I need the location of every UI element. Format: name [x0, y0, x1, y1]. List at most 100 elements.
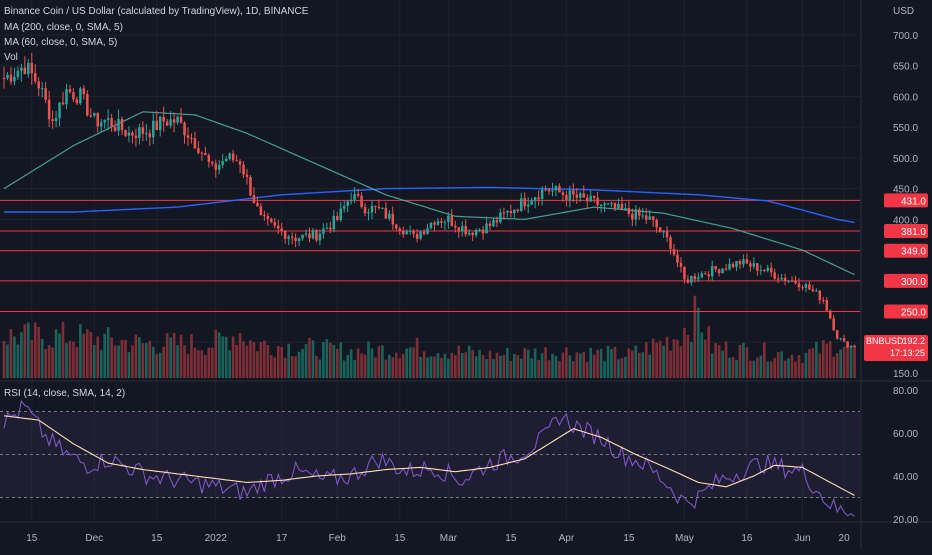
- candle-body: [349, 199, 353, 202]
- candle-body: [200, 152, 204, 154]
- candle-body: [638, 209, 641, 216]
- candle-body: [707, 274, 710, 277]
- candle-body: [377, 206, 381, 209]
- volume-bar: [329, 342, 332, 378]
- price-tick-label: 650.0: [893, 62, 918, 73]
- candle-body: [457, 227, 461, 232]
- volume-bar: [360, 353, 363, 378]
- volume-bar: [405, 348, 409, 378]
- ma60-legend[interactable]: MA (60, close, 0, SMA, 5): [4, 37, 118, 48]
- candle-body: [606, 203, 610, 205]
- candle-body: [311, 229, 315, 239]
- candle-body: [283, 231, 287, 239]
- candle-body: [415, 233, 419, 239]
- candle-body: [658, 227, 662, 233]
- volume-bar: [377, 346, 381, 378]
- candle-body: [58, 102, 61, 119]
- candle-body: [526, 204, 530, 207]
- symbol-title: Binance Coin / US Dollar (calculated by …: [4, 6, 309, 17]
- volume-bar: [363, 354, 367, 378]
- time-tick-label: 15: [505, 533, 517, 544]
- volume-bar: [565, 347, 568, 378]
- volume-bar: [408, 347, 412, 378]
- candle-body: [690, 276, 693, 283]
- candle-body: [197, 148, 200, 153]
- candle-body: [509, 210, 513, 214]
- volume-bar: [769, 361, 773, 378]
- rsi-tick-label: 20.00: [893, 515, 918, 526]
- candle-body: [488, 223, 492, 227]
- volume-bar: [721, 350, 724, 378]
- candle-body: [68, 89, 72, 93]
- candle-body: [620, 203, 624, 210]
- candle-body: [419, 231, 422, 239]
- candle-body: [815, 290, 818, 292]
- candle-body: [717, 269, 721, 274]
- candle-body: [391, 213, 395, 225]
- volume-bar: [294, 356, 297, 378]
- candle-body: [20, 67, 23, 71]
- candle-body: [561, 192, 565, 195]
- candle-body: [676, 254, 679, 263]
- candle-body: [801, 287, 804, 289]
- volume-legend[interactable]: Vol: [4, 52, 18, 63]
- volume-bar: [266, 345, 270, 378]
- candle-body: [565, 194, 568, 200]
- ma200-legend[interactable]: MA (200, close, 0, SMA, 5): [4, 22, 123, 33]
- volume-bar: [811, 348, 815, 378]
- candle-body: [846, 341, 849, 348]
- volume-bar: [148, 341, 152, 378]
- volume-bar: [547, 360, 551, 378]
- volume-bar: [183, 345, 186, 378]
- volume-bar: [818, 353, 822, 378]
- volume-bar: [419, 356, 422, 378]
- volume-bar: [290, 355, 294, 378]
- candle-body: [162, 116, 165, 122]
- candle-body: [499, 212, 502, 223]
- volume-bar: [839, 349, 842, 378]
- level-price-label: 250.0: [901, 308, 926, 319]
- volume-bar: [572, 361, 575, 378]
- last-price-badge: BNBUSD 192.2 17:13:25: [864, 335, 928, 361]
- volume-bar: [221, 336, 225, 378]
- volume-bar: [783, 360, 787, 378]
- candle-body: [825, 300, 829, 311]
- candle-body: [110, 118, 113, 127]
- volume-bar: [339, 342, 343, 378]
- volume-bar: [693, 295, 697, 378]
- volume-bar: [384, 359, 388, 378]
- candle-body: [454, 225, 457, 228]
- candle-body: [179, 116, 183, 123]
- candle-body: [363, 207, 367, 214]
- currency-label: USD: [893, 6, 915, 17]
- volume-bar: [138, 337, 141, 378]
- volume-bar: [499, 355, 502, 378]
- volume-bar: [558, 361, 561, 378]
- volume-bar: [346, 354, 350, 378]
- volume-bar: [492, 359, 495, 378]
- volume-bar: [700, 332, 704, 378]
- candle-body: [811, 289, 815, 292]
- candle-body: [2, 78, 6, 80]
- candle-body: [16, 70, 20, 77]
- candle-body: [478, 229, 481, 231]
- rsi-legend[interactable]: RSI (14, close, SMA, 14, 2): [4, 388, 126, 399]
- price-tick-label: 400.0: [893, 215, 918, 226]
- volume-bar: [40, 338, 44, 378]
- volume-bar: [197, 350, 200, 378]
- candle-body: [513, 209, 516, 214]
- candle-body: [61, 102, 65, 105]
- ticker-name: BNBUSD: [866, 336, 904, 346]
- candle-body: [172, 119, 176, 123]
- candle-body: [651, 216, 655, 221]
- volume-bar: [304, 344, 308, 378]
- volume-bar: [821, 339, 825, 378]
- candle-body: [113, 126, 117, 131]
- price-tick-label: 550.0: [893, 123, 918, 134]
- candle-body: [346, 201, 349, 206]
- volume-bar: [849, 348, 853, 378]
- candle-body: [79, 88, 82, 104]
- volume-bar: [596, 349, 599, 378]
